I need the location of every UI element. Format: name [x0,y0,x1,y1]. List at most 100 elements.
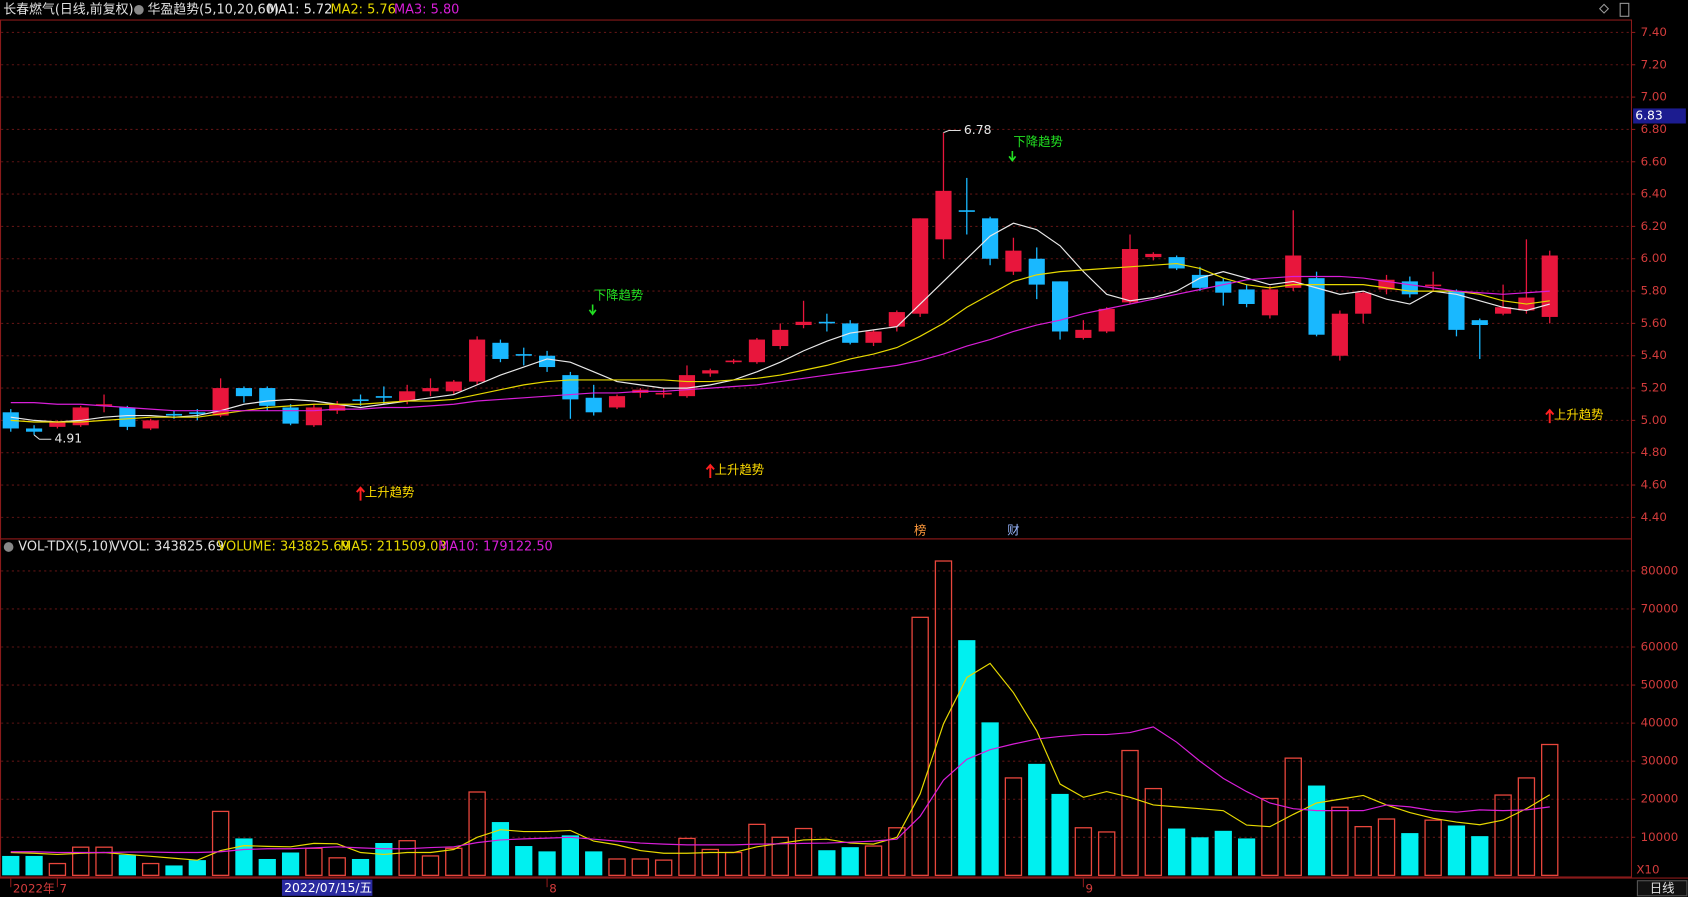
event-marker: 财 [1007,523,1019,537]
volume-bar [375,842,393,876]
volume-bar [165,865,183,876]
volume-bar [1494,794,1512,876]
candle-body [1425,284,1442,287]
signal-label: 下降趋势 [1013,135,1063,149]
annotation-pointer [943,129,961,134]
panel-icon[interactable] [1619,2,1630,17]
candle-body [1355,292,1372,314]
volume-bar [1144,787,1163,876]
ma-line [10,222,1550,423]
x-tick-label: 2022年 [13,881,55,895]
candle-body [1028,258,1045,285]
window-icon[interactable] [1598,3,1610,14]
volume-bar [25,855,43,876]
volume-bar [468,791,486,876]
annotation-pointer [33,434,52,440]
volume-bar [351,858,370,876]
candle-body [1308,278,1325,335]
candle-body [772,329,789,347]
y-tick-label: 10000 [1641,830,1679,844]
y-tick-label: 6.20 [1641,219,1667,233]
volume-bar [1004,777,1023,876]
candle-body [1495,307,1512,314]
volume-bar [1307,785,1326,876]
candle-body [1191,274,1209,288]
y-tick-label: 7.00 [1641,90,1667,104]
volume-bar [794,827,813,876]
candle-body [1378,279,1395,290]
volume-bar [911,616,929,876]
candle-body [142,420,159,429]
volume-bar [1541,743,1559,876]
candle-body [165,413,183,416]
legend-ma5: MA5: 211509.03 [340,540,446,555]
candle-body [608,396,626,408]
volume-label: VOLUME: 343825.69 [217,540,349,555]
legend-ma10: MA10: 179122.50 [438,540,553,555]
volume-bar [934,560,953,876]
candle-body [748,339,766,363]
candle-body [725,360,742,363]
candle-body [515,354,532,356]
volume-bar [1377,818,1396,876]
candle-body [818,321,835,324]
candle-body [1075,329,1092,338]
candle-body [1238,289,1255,305]
candle-body [492,342,509,359]
candle-body [655,392,672,395]
y-tick-label: 80000 [1641,563,1679,577]
volume-bar [515,846,533,876]
volume-multiplier: X10 [1636,862,1659,876]
y-tick-label: 6.80 [1641,122,1667,136]
volume-bar [1191,837,1209,876]
y-tick-label: 40000 [1641,716,1679,730]
candle-body [1448,291,1465,330]
volume-bar [1074,827,1093,876]
volume-bar [701,848,720,876]
y-tick-label: 4.60 [1641,478,1667,492]
volume-bar [235,838,253,876]
candle-body [562,375,579,400]
indicator-icon[interactable] [134,4,144,15]
candle-body [1051,281,1069,332]
y-tick-label: 6.00 [1641,251,1667,265]
stock-title: 长春燃气(日线,前复权) [3,1,133,17]
y-tick-label: 5.80 [1641,284,1667,298]
candle-body [375,396,392,398]
volume-bar [1261,797,1279,876]
volume-bar [864,845,883,876]
signal-arrow [1545,408,1555,424]
x-tick-label: 8 [549,881,557,895]
volume-bar [258,858,276,876]
candle-body [1121,249,1139,303]
volume-bar [95,846,113,876]
panel-frames [0,19,1688,879]
signal-arrow [1008,150,1017,163]
period-label[interactable]: 日线 [1650,881,1675,895]
volume-bar [1284,757,1302,876]
candle-body [95,404,113,406]
candle-body [1005,250,1022,272]
candle-body [1145,253,1162,258]
y-tick-label: 5.40 [1641,348,1667,362]
x-tick-label: 9 [1086,881,1094,895]
volume-ma-line [10,726,1550,854]
x-tick-label: 7 [60,881,68,895]
candle-body [282,407,299,424]
volume-icon[interactable] [3,542,14,552]
legend-ma2: MA2: 5.76 [330,2,395,17]
volume-bar [1517,777,1536,876]
volume-bar [48,862,67,876]
annotation-label: 6.78 [964,123,992,137]
volume-bar [1401,833,1419,876]
cursor-date: 2022/07/15/五 [284,881,372,895]
candle-body [1168,257,1185,269]
signal-label: 上升趋势 [715,463,765,477]
candle-body [1541,255,1558,317]
candle-body [2,412,19,429]
volume-bar [491,822,510,876]
period-box[interactable] [1636,880,1688,897]
y-tick-label: 5.20 [1641,381,1667,395]
